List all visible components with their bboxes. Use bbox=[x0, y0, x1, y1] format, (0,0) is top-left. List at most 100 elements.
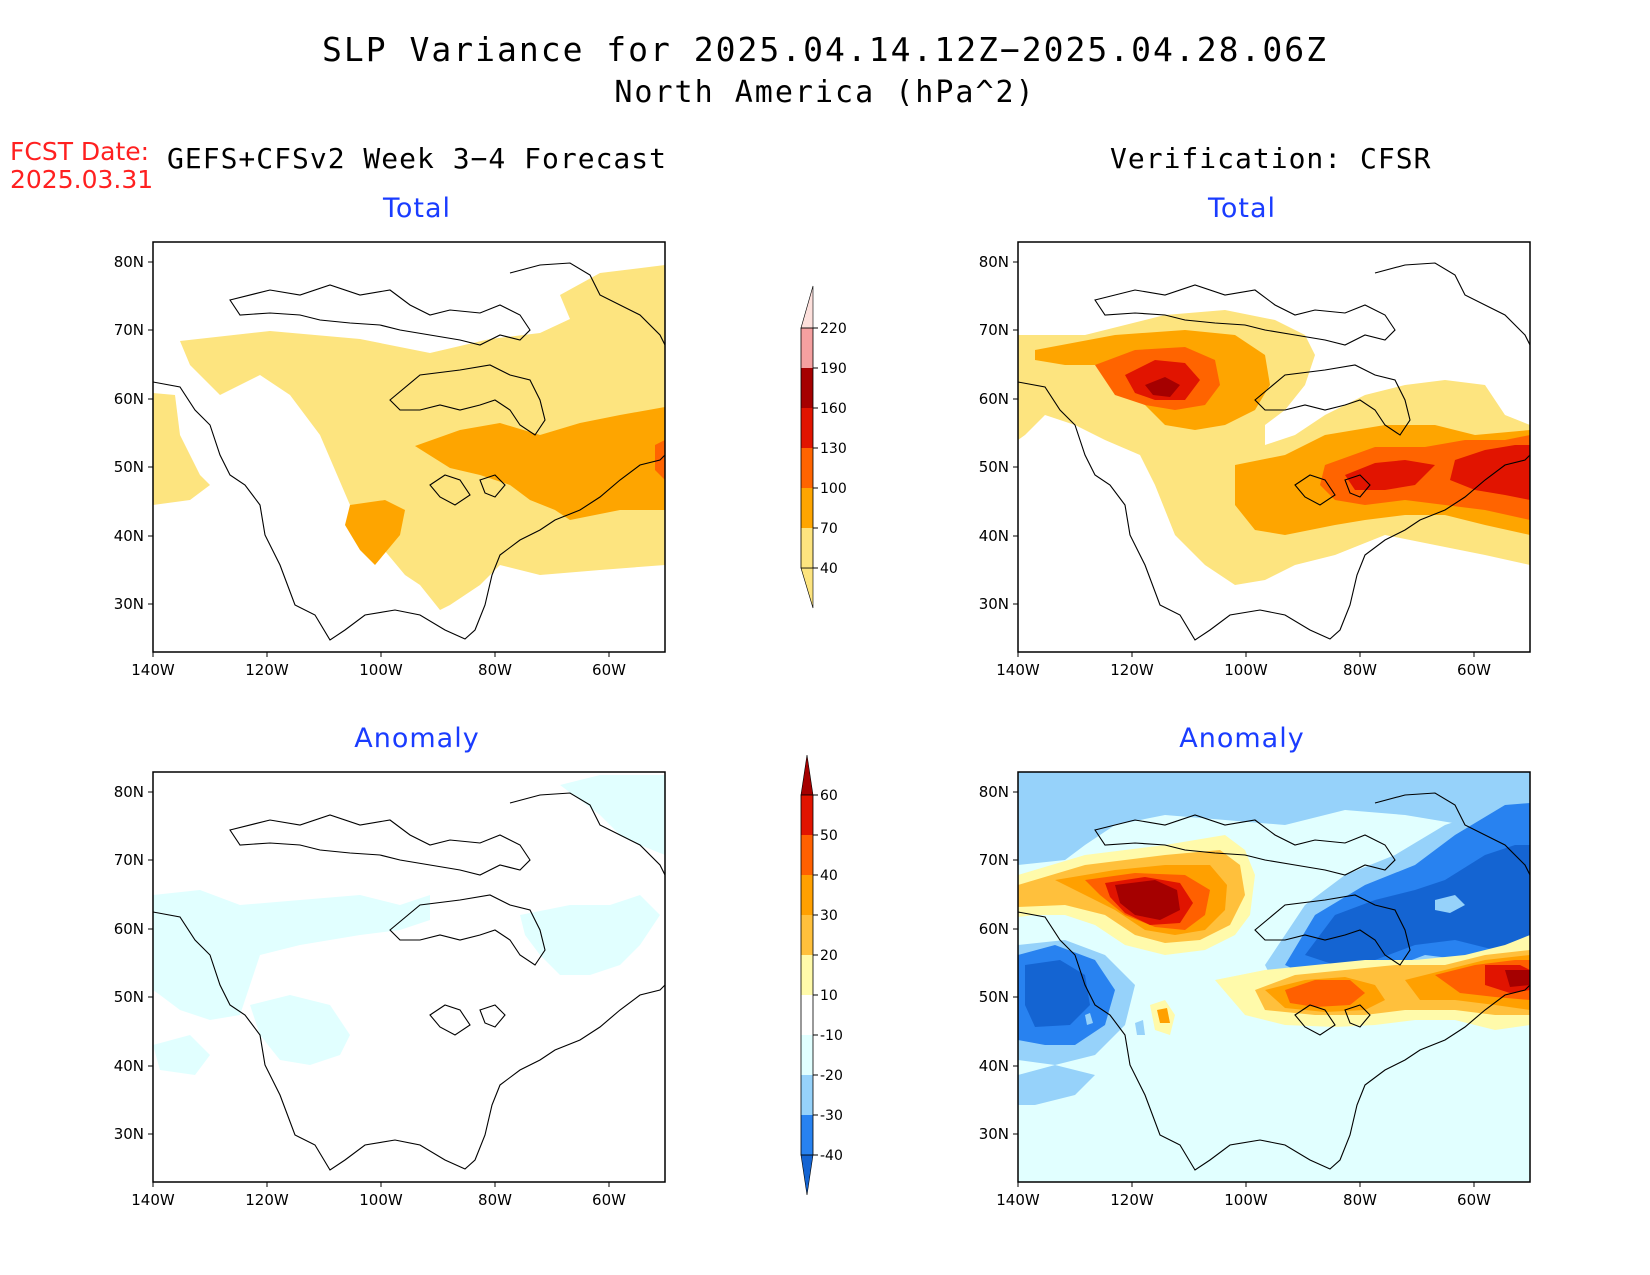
colorbar-anomaly: -40 -30 -20 -10 10 20 30 40 50 60 bbox=[800, 755, 843, 1196]
lat-ticks bbox=[148, 261, 153, 605]
shade-gt60 bbox=[1115, 880, 1180, 920]
lat-label: 60N bbox=[979, 390, 1009, 408]
lat-label: 40N bbox=[979, 527, 1009, 545]
colorbar-label: 30 bbox=[820, 908, 838, 924]
colorbar-label: -40 bbox=[820, 1148, 843, 1164]
panel-title-top-right: Total bbox=[1207, 193, 1277, 224]
shade-minus10 bbox=[153, 890, 430, 1020]
shade-small-blue-b bbox=[1135, 1020, 1145, 1035]
colorbar-label: 130 bbox=[820, 441, 847, 457]
lon-label: 140W bbox=[131, 661, 175, 679]
forecast-date: FCST Date: 2025.03.31 bbox=[10, 138, 153, 194]
shade-40-70-pacific bbox=[153, 393, 210, 505]
lon-label: 80W bbox=[478, 661, 512, 679]
colorbar-label: 100 bbox=[820, 481, 847, 497]
lon-ticks bbox=[152, 652, 610, 657]
left-column-header: GEFS+CFSv2 Week 3−4 Forecast bbox=[167, 142, 668, 175]
lat-ticks bbox=[1013, 791, 1018, 1135]
shade-minus40-b bbox=[1305, 845, 1530, 965]
lon-label: 120W bbox=[245, 1191, 289, 1209]
lon-label: 80W bbox=[1343, 661, 1377, 679]
shade-east-40-50 bbox=[1285, 980, 1365, 1007]
colorbar-label: -30 bbox=[820, 1108, 843, 1124]
colorbar-swatch-below bbox=[800, 1154, 814, 1196]
lat-label: 70N bbox=[979, 851, 1009, 869]
lat-label: 30N bbox=[114, 595, 144, 613]
shade-minus10-c bbox=[520, 895, 660, 975]
lon-label: 120W bbox=[1110, 661, 1154, 679]
colorbar-label: 50 bbox=[820, 828, 838, 844]
colorbar-total: 40 70 100 130 160 190 220 bbox=[800, 285, 847, 609]
shade-minus40 bbox=[1025, 960, 1090, 1027]
lat-label: 50N bbox=[114, 988, 144, 1006]
lon-label: 60W bbox=[1457, 1191, 1491, 1209]
shade-40-70 bbox=[180, 265, 665, 610]
lat-label: 70N bbox=[114, 321, 144, 339]
colorbar-label: 10 bbox=[820, 988, 838, 1004]
lon-label: 80W bbox=[1343, 1191, 1377, 1209]
colorbar-swatch-above bbox=[800, 755, 814, 796]
lat-label: 60N bbox=[114, 920, 144, 938]
lat-label: 50N bbox=[979, 988, 1009, 1006]
lat-label: 30N bbox=[979, 595, 1009, 613]
colorbar-label: 160 bbox=[820, 401, 847, 417]
lon-label: 140W bbox=[996, 661, 1040, 679]
colorbar-swatch-above bbox=[800, 285, 814, 329]
lon-label: 60W bbox=[592, 661, 626, 679]
shade-160-190 bbox=[1145, 377, 1180, 397]
colorbar-label: 40 bbox=[820, 561, 838, 577]
shade-minus20-d bbox=[1018, 1065, 1095, 1105]
shade-small-orange-b bbox=[1157, 1008, 1170, 1023]
lon-label: 60W bbox=[1457, 661, 1491, 679]
coastlines bbox=[153, 262, 665, 641]
shade-light-patch bbox=[1435, 895, 1465, 913]
coastlines bbox=[153, 792, 665, 1171]
coastlines bbox=[1018, 262, 1530, 641]
lon-label: 100W bbox=[359, 1191, 403, 1209]
shade-minus10-e bbox=[153, 1035, 210, 1075]
colorbar-label: 60 bbox=[820, 788, 838, 804]
coastlines bbox=[1018, 792, 1530, 1171]
map-verification-anomaly: 80N 70N 60N 50N 40N 30N 140W 120W 100W 8… bbox=[979, 771, 1531, 1209]
lat-label: 70N bbox=[979, 321, 1009, 339]
map-verification-total: 80N 70N 60N 50N 40N 30N 140W 120W 100W 8… bbox=[979, 241, 1531, 679]
lon-label: 100W bbox=[359, 661, 403, 679]
map-forecast-total: 80N 70N 60N 50N 40N 30N 140W 120W 100W 8… bbox=[114, 241, 666, 679]
lat-label: 40N bbox=[114, 1057, 144, 1075]
lat-label: 80N bbox=[979, 783, 1009, 801]
lon-ticks bbox=[1017, 652, 1475, 657]
colorbar-label: -20 bbox=[820, 1068, 843, 1084]
lat-label: 50N bbox=[979, 458, 1009, 476]
lat-label: 40N bbox=[979, 1057, 1009, 1075]
shade-70-100 bbox=[415, 407, 665, 520]
lon-ticks bbox=[1017, 1182, 1475, 1187]
colorbar-swatch-below bbox=[800, 567, 814, 609]
colorbar-label: 70 bbox=[820, 521, 838, 537]
lat-label: 30N bbox=[114, 1125, 144, 1143]
panel-title-bottom-right: Anomaly bbox=[1179, 723, 1305, 754]
shade-minus10-d bbox=[250, 995, 350, 1065]
lat-label: 40N bbox=[114, 527, 144, 545]
lat-ticks bbox=[148, 791, 153, 1135]
lon-label: 100W bbox=[1224, 661, 1268, 679]
lon-label: 80W bbox=[478, 1191, 512, 1209]
shade-east-gt60 bbox=[1505, 970, 1530, 987]
lon-label: 100W bbox=[1224, 1191, 1268, 1209]
right-column-header: Verification: CFSR bbox=[1110, 142, 1432, 175]
lat-label: 80N bbox=[979, 253, 1009, 271]
lon-label: 140W bbox=[996, 1191, 1040, 1209]
colorbar-label: -10 bbox=[820, 1028, 843, 1044]
lat-label: 70N bbox=[114, 851, 144, 869]
forecast-date-label: FCST Date: bbox=[10, 137, 150, 166]
lat-label: 60N bbox=[114, 390, 144, 408]
shade-small-blue bbox=[1085, 1013, 1093, 1025]
lon-label: 140W bbox=[131, 1191, 175, 1209]
lon-label: 60W bbox=[592, 1191, 626, 1209]
lat-ticks bbox=[1013, 261, 1018, 605]
colorbar-label: 20 bbox=[820, 948, 838, 964]
lon-ticks bbox=[152, 1182, 610, 1187]
shade-130-160-c bbox=[1450, 445, 1530, 500]
main-title: SLP Variance for 2025.04.14.12Z−2025.04.… bbox=[322, 30, 1328, 69]
lon-label: 120W bbox=[245, 661, 289, 679]
lat-label: 80N bbox=[114, 253, 144, 271]
